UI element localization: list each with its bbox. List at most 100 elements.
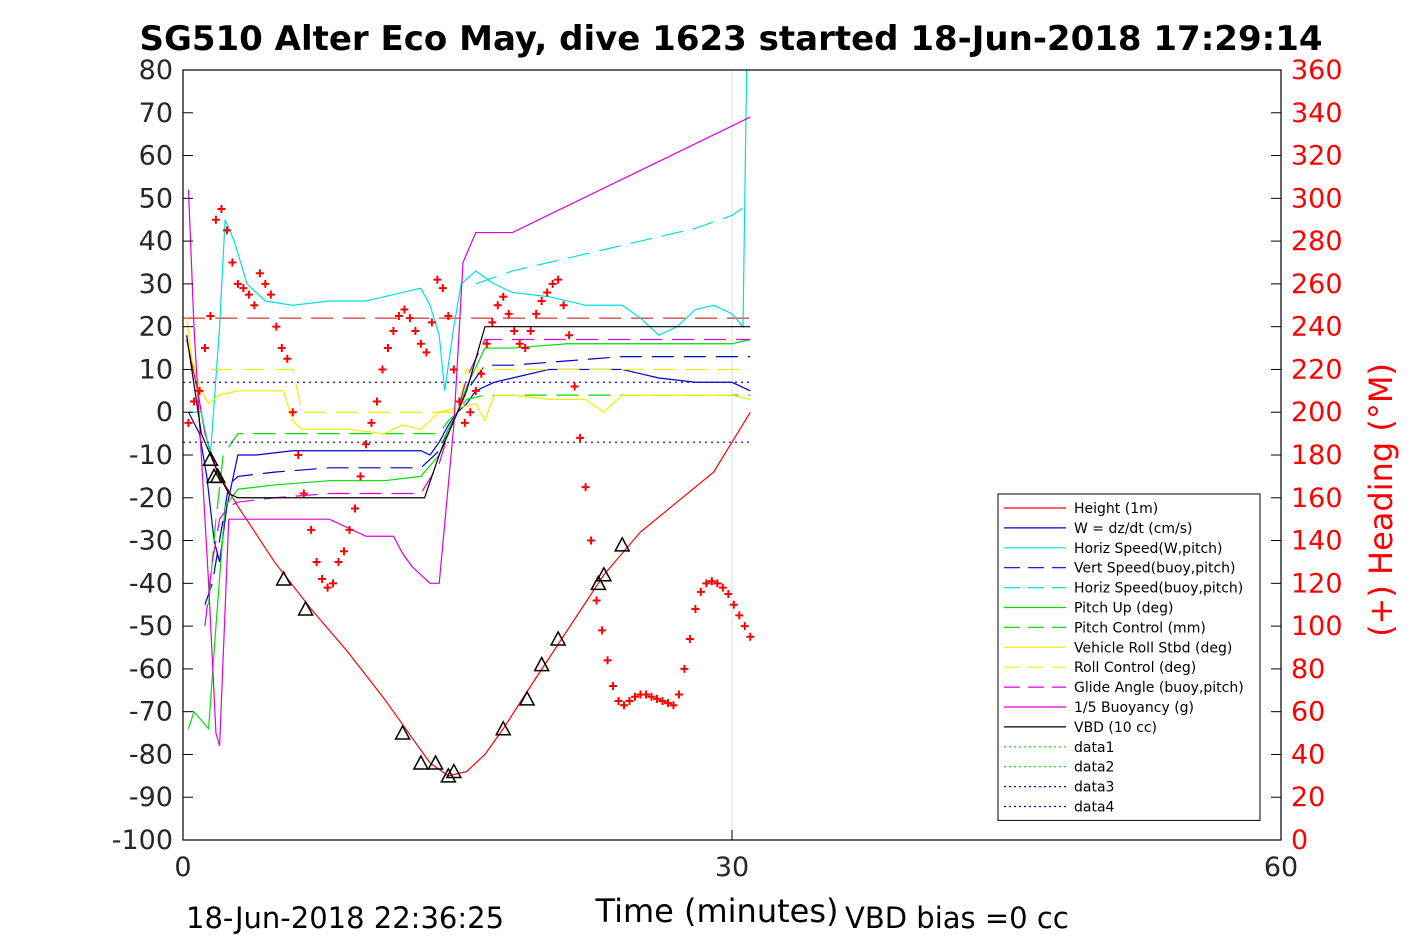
y2-tick-label: 120: [1291, 568, 1343, 599]
heading-point: [334, 557, 343, 566]
triangle-marker: [613, 536, 631, 552]
y2-tick-label: 340: [1291, 98, 1343, 129]
heading-point: [455, 397, 464, 406]
y2-tick-label: 260: [1291, 269, 1343, 300]
y-tick-label: 70: [139, 98, 173, 129]
triangle-marker: [209, 467, 227, 484]
triangle-marker: [427, 754, 444, 770]
x-tick-label: 0: [174, 852, 191, 883]
heading-point: [510, 326, 519, 335]
heading-point: [548, 279, 557, 288]
heading-point: [740, 622, 749, 631]
heading-point: [663, 699, 672, 708]
y-tick-label: 60: [139, 141, 173, 172]
y-tick-label: 30: [139, 269, 173, 300]
heading-point: [244, 290, 253, 299]
triangle-marker: [518, 690, 536, 706]
heading-point: [411, 326, 420, 335]
heading-point: [658, 696, 667, 705]
heading-point: [652, 694, 661, 703]
legend-label-glide-angle-buoy-pitch: Glide Angle (buoy,pitch): [1074, 680, 1244, 696]
triangle-marker: [494, 720, 512, 736]
heading-point: [713, 579, 722, 588]
heading-point: [537, 297, 546, 305]
heading-point: [345, 525, 354, 534]
heading-point: [466, 408, 475, 417]
heading-point: [592, 596, 601, 605]
y2-tick-label: 300: [1291, 183, 1343, 214]
heading-point: [729, 600, 738, 609]
heading-point: [570, 382, 579, 391]
y-tick-label: 80: [139, 55, 173, 86]
series-pitch-control-mm: [208, 394, 751, 605]
heading-point: [283, 354, 292, 363]
y2-tick-label: 40: [1291, 739, 1325, 770]
chart-title: SG510 Alter Eco May, dive 1623 started 1…: [139, 19, 1322, 59]
heading-point: [691, 605, 700, 613]
heading-point: [609, 682, 618, 690]
y2-tick-label: 60: [1291, 697, 1325, 728]
x-tick-label: 30: [715, 852, 749, 883]
heading-point: [422, 348, 431, 357]
series-horiz-speed-buoy-pitch: [475, 202, 751, 285]
y2-tick-label: 80: [1291, 654, 1325, 685]
heading-point: [239, 284, 248, 293]
heading-point: [189, 397, 198, 406]
heading-point: [488, 318, 497, 327]
heading-point: [222, 226, 231, 235]
y2-tick-label: 100: [1291, 611, 1343, 642]
heading-point: [356, 472, 365, 481]
heading-point: [554, 275, 563, 284]
y-tick-label: -30: [129, 526, 173, 557]
series-pitch-up-deg: [187, 338, 751, 731]
series-1-5-buoyancy-g: [187, 116, 751, 747]
heading-point: [559, 301, 568, 310]
series-vehicle-roll-stbd-deg: [186, 318, 751, 435]
heading-point: [323, 583, 332, 592]
heading-point: [620, 701, 629, 710]
y-tick-label: 10: [139, 354, 173, 385]
heading-point: [389, 326, 398, 335]
heading-point: [680, 664, 689, 673]
legend-box: [997, 493, 1261, 821]
y2-tick-label: 200: [1291, 397, 1343, 428]
heading-point: [581, 483, 590, 492]
heading-point: [449, 365, 458, 374]
heading-point: [362, 440, 370, 449]
legend: Height (1m) W = dz/dt (cm/s) Horiz Speed(W…: [997, 493, 1261, 821]
heading-point: [206, 311, 215, 320]
triangle-marker: [595, 566, 613, 582]
y-tick-label: -20: [129, 483, 173, 514]
heading-point: [250, 301, 259, 310]
y2-tick-label: 360: [1291, 55, 1343, 86]
heading-point: [307, 525, 316, 534]
heading-point: [261, 279, 270, 288]
footer-vbd-bias: VBD bias =0 cc: [845, 901, 1069, 935]
triangle-marker: [297, 600, 314, 616]
heading-point: [499, 292, 508, 301]
y-tick-label: 40: [139, 226, 173, 257]
heading-point: [477, 369, 486, 378]
heading-point: [195, 386, 204, 395]
marker-layer: [184, 205, 755, 783]
heading-point: [318, 575, 327, 584]
heading-point: [504, 309, 513, 318]
heading-point: [707, 577, 716, 586]
heading-point: [526, 326, 535, 335]
legend-label-data4: data4: [1074, 800, 1115, 816]
legend-label-pitch-control-mm: Pitch Control (mm): [1074, 620, 1206, 636]
heading-point: [405, 314, 414, 323]
heading-point: [460, 418, 469, 427]
heading-point: [493, 301, 502, 310]
triangle-marker: [549, 630, 567, 646]
heading-point: [631, 692, 640, 701]
y-tick-label: 20: [139, 312, 173, 343]
heading-point: [433, 275, 442, 284]
footer-timestamp: 18-Jun-2018 22:36:25: [186, 901, 504, 935]
heading-point: [184, 418, 193, 427]
y2-axis-label: (+) Heading (°M): [1362, 363, 1400, 637]
legend-label-pitch-up-deg: Pitch Up (deg): [1074, 601, 1173, 617]
heading-point: [735, 611, 744, 620]
triangle-marker: [533, 656, 550, 672]
